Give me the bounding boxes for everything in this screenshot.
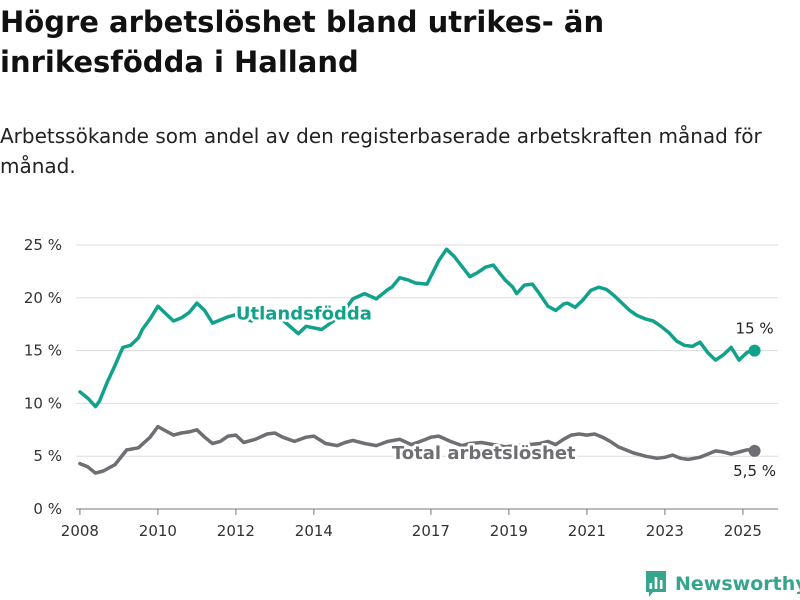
x-tick-label: 2023 xyxy=(646,522,684,540)
y-tick-label: 20 % xyxy=(24,289,62,307)
x-tick-label: 2025 xyxy=(724,522,762,540)
y-tick-label: 0 % xyxy=(33,500,62,518)
x-tick-label: 2008 xyxy=(61,522,99,540)
series-line-total xyxy=(78,424,757,475)
series-label-utlandsfodda: Utlandsfödda xyxy=(236,304,372,325)
series-label-total: Total arbetslöshet xyxy=(392,443,576,464)
x-tick-label: 2012 xyxy=(217,522,255,540)
chart-subtitle: Arbetssökande som andel av den registerb… xyxy=(0,124,762,178)
x-tick-label: 2021 xyxy=(568,522,606,540)
end-point-utlandsfodda xyxy=(748,344,761,357)
chart-title: Högre arbetslöshet bland utrikes- än inr… xyxy=(0,5,605,79)
series-line-utlandsfodda xyxy=(78,247,757,409)
axes: 0 % 5 % 10 % 15 % 20 % 25 % 2008 2010 2012 2014 20… xyxy=(24,236,762,540)
y-tick-label: 10 % xyxy=(24,394,62,412)
x-tick-label: 2014 xyxy=(295,522,333,540)
series-labels: Utlandsfödda Total arbetslöshet 15 % 5,5 % xyxy=(233,301,776,480)
x-tick-label: 2019 xyxy=(490,522,528,540)
newsworthy-brand[interactable]: Newsworthy xyxy=(644,568,800,600)
brand-name: Newsworthy xyxy=(675,573,800,595)
y-tick-label: 5 % xyxy=(33,447,62,465)
bar-chart-logo-icon xyxy=(646,571,666,597)
x-tick-label: 2010 xyxy=(139,522,177,540)
end-label-utlandsfodda: 15 % xyxy=(736,320,774,338)
end-label-total: 5,5 % xyxy=(733,462,776,480)
y-tick-label: 25 % xyxy=(24,236,62,254)
end-point-total xyxy=(748,444,761,457)
y-tick-label: 15 % xyxy=(24,342,62,360)
x-tick-label: 2017 xyxy=(412,522,450,540)
series-lines xyxy=(78,247,761,475)
